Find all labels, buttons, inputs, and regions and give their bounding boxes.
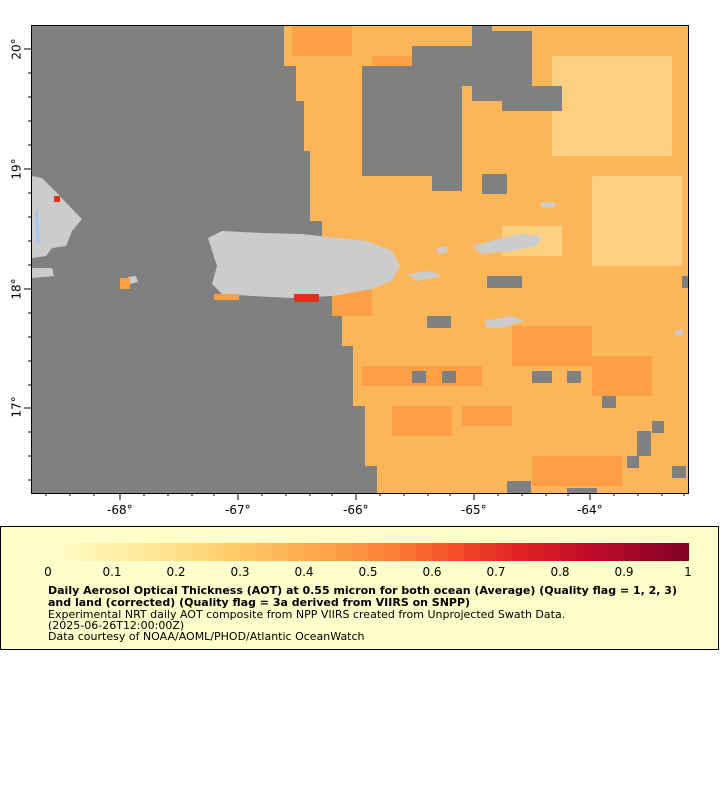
colorbar-step xyxy=(335,543,353,561)
mona-aot xyxy=(120,278,130,289)
colorbar-step xyxy=(255,543,273,561)
lon-label-64: -64° xyxy=(577,503,603,517)
map-frame[interactable] xyxy=(31,25,689,494)
legend-title: Daily Aerosol Optical Thickness (AOT) at… xyxy=(48,584,677,609)
colorbar-step xyxy=(319,543,337,561)
legend-panel: 0 0.1 0.2 0.3 0.4 0.5 0.6 0.7 0.8 0.9 1 … xyxy=(0,526,719,650)
colorbar-step xyxy=(640,543,658,561)
colorbar-step xyxy=(47,543,64,561)
colorbar-step xyxy=(95,543,112,561)
puerto-rico-aot-west xyxy=(214,294,239,300)
colorbar-step xyxy=(159,543,176,561)
colorbar-step xyxy=(368,543,385,561)
colorbar-step xyxy=(223,543,241,561)
legend-description: Experimental NRT daily AOT composite fro… xyxy=(48,608,566,621)
colorbar-step xyxy=(576,543,594,561)
colorbar-step xyxy=(79,543,96,561)
colorbar-label-0.7: 0.7 xyxy=(486,565,506,579)
lon-label-66: -66° xyxy=(343,503,369,517)
virgin-islands xyxy=(472,234,542,254)
lon-label-68: -68° xyxy=(107,503,133,517)
puerto-rico-aot-south xyxy=(294,294,319,302)
colorbar-label-0.5: 0.5 xyxy=(358,565,378,579)
lon-ticks xyxy=(45,493,685,500)
lon-label-65: -65° xyxy=(461,503,487,517)
colorbar-step xyxy=(512,543,529,561)
lon-label-67: -67° xyxy=(225,503,251,517)
st-croix xyxy=(484,316,524,328)
hispaniola-aot xyxy=(54,196,60,202)
no-data-holes xyxy=(362,26,688,493)
colorbar-label-0.3: 0.3 xyxy=(230,565,250,579)
colorbar-label-0.2: 0.2 xyxy=(166,565,186,579)
colorbar-label-0.9: 0.9 xyxy=(614,565,634,579)
colorbar xyxy=(47,543,689,561)
colorbar-step xyxy=(191,543,208,561)
legend-credit: Data courtesy of NOAA/AOML/PHOD/Atlantic… xyxy=(48,630,365,643)
hispaniola-point xyxy=(32,268,54,278)
colorbar-step xyxy=(271,543,289,561)
lat-label-18: 18° xyxy=(9,278,24,300)
colorbar-step xyxy=(384,543,401,561)
colorbar-label-0.8: 0.8 xyxy=(550,565,570,579)
colorbar-step xyxy=(496,543,513,561)
colorbar-step xyxy=(127,543,144,561)
colorbar-label-0.6: 0.6 xyxy=(422,565,442,579)
aot-map xyxy=(32,26,688,493)
colorbar-step xyxy=(560,543,578,561)
colorbar-label-0.4: 0.4 xyxy=(294,565,314,579)
colorbar-step xyxy=(432,543,449,561)
colorbar-step xyxy=(608,543,626,561)
colorbar-step xyxy=(672,543,689,561)
colorbar-step xyxy=(624,543,642,561)
colorbar-step xyxy=(528,543,546,561)
colorbar-step xyxy=(400,543,417,561)
colorbar-step xyxy=(592,543,610,561)
colorbar-step xyxy=(544,543,562,561)
culebra xyxy=(437,246,448,254)
hispaniola-lake xyxy=(35,211,40,244)
colorbar-label-1: 1 xyxy=(684,565,692,579)
colorbar-step xyxy=(63,543,80,561)
colorbar-label-0: 0 xyxy=(44,565,52,579)
islet-east xyxy=(675,329,683,336)
colorbar-step xyxy=(175,543,192,561)
colorbar-step xyxy=(239,543,257,561)
anegada xyxy=(540,202,556,208)
colorbar-step xyxy=(448,543,465,561)
lat-label-20: 20° xyxy=(9,38,24,60)
puerto-rico xyxy=(208,231,400,298)
hispaniola-land xyxy=(32,176,82,258)
colorbar-step xyxy=(416,543,433,561)
colorbar-step xyxy=(351,543,369,561)
vieques xyxy=(407,271,442,281)
lat-label-17: 17° xyxy=(9,396,24,418)
colorbar-step xyxy=(480,543,497,561)
mona-island xyxy=(128,276,138,284)
colorbar-step xyxy=(111,543,128,561)
colorbar-step xyxy=(464,543,481,561)
legend-timestamp: (2025-06-26T12:00:00Z) xyxy=(48,619,185,632)
colorbar-label-0.1: 0.1 xyxy=(102,565,122,579)
lat-label-19: 19° xyxy=(9,158,24,180)
aot-pale xyxy=(502,56,682,266)
lat-ticks xyxy=(24,48,31,481)
colorbar-step xyxy=(656,543,674,561)
colorbar-step xyxy=(287,543,305,561)
colorbar-step xyxy=(303,543,321,561)
colorbar-step xyxy=(207,543,225,561)
colorbar-step xyxy=(143,543,160,561)
